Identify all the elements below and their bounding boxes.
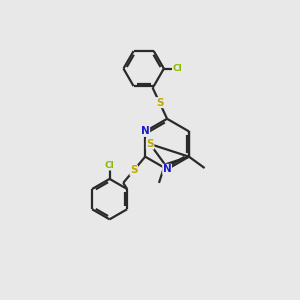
- Text: S: S: [146, 139, 154, 149]
- Text: N: N: [163, 164, 172, 174]
- Text: S: S: [130, 165, 137, 175]
- Text: S: S: [156, 98, 163, 108]
- Text: N: N: [141, 126, 150, 136]
- Text: Cl: Cl: [105, 161, 115, 170]
- Text: Cl: Cl: [172, 64, 182, 73]
